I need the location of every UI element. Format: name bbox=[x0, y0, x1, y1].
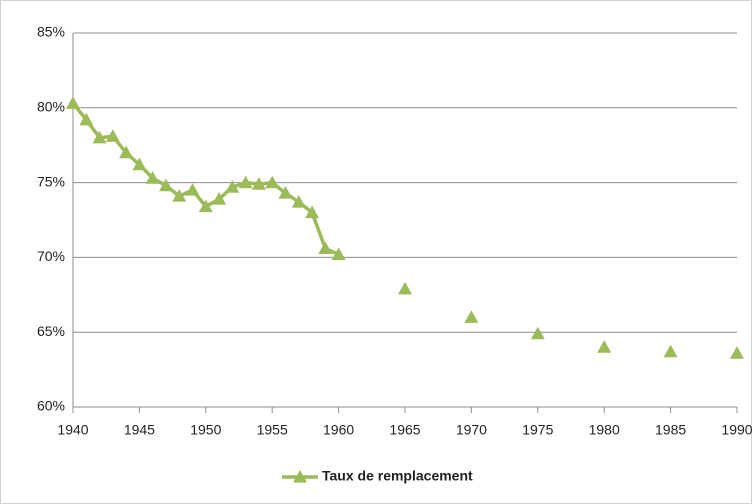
x-tick-label: 1940 bbox=[57, 422, 88, 438]
y-tick-label: 65% bbox=[37, 323, 65, 339]
y-tick-label: 80% bbox=[37, 99, 65, 115]
x-tick-label: 1950 bbox=[190, 422, 221, 438]
marker bbox=[730, 346, 744, 359]
marker bbox=[145, 171, 160, 184]
marker bbox=[198, 199, 213, 213]
marker bbox=[398, 281, 412, 295]
legend-label: Taux de remplacement bbox=[322, 468, 473, 484]
x-tick-label: 1990 bbox=[721, 422, 752, 438]
x-tick-label: 1955 bbox=[257, 422, 288, 438]
marker bbox=[238, 175, 253, 189]
marker bbox=[331, 247, 346, 261]
x-tick-label: 1985 bbox=[655, 422, 686, 438]
marker bbox=[212, 192, 227, 205]
marker bbox=[132, 157, 147, 171]
marker bbox=[66, 96, 80, 109]
marker bbox=[265, 175, 280, 189]
marker bbox=[105, 129, 120, 142]
marker bbox=[251, 177, 266, 190]
marker bbox=[158, 178, 173, 192]
marker bbox=[291, 195, 306, 208]
marker bbox=[464, 310, 479, 323]
marker bbox=[225, 180, 240, 193]
marker bbox=[92, 130, 107, 144]
marker bbox=[278, 186, 293, 199]
legend-marker bbox=[293, 470, 307, 483]
x-tick-label: 1945 bbox=[124, 422, 155, 438]
marker bbox=[597, 340, 612, 353]
x-tick-label: 1975 bbox=[522, 422, 553, 438]
marker bbox=[185, 183, 200, 196]
marker bbox=[172, 189, 187, 202]
marker bbox=[318, 241, 333, 255]
y-tick-label: 60% bbox=[37, 398, 65, 414]
y-tick-label: 70% bbox=[37, 248, 65, 264]
x-tick-label: 1960 bbox=[323, 422, 354, 438]
x-tick-label: 1980 bbox=[589, 422, 620, 438]
marker bbox=[305, 205, 320, 219]
marker bbox=[530, 326, 545, 340]
y-tick-label: 75% bbox=[37, 173, 65, 189]
x-tick-label: 1965 bbox=[389, 422, 420, 438]
x-tick-label: 1970 bbox=[456, 422, 487, 438]
marker bbox=[79, 112, 94, 126]
marker bbox=[663, 344, 678, 358]
y-tick-label: 85% bbox=[37, 24, 65, 40]
marker bbox=[119, 145, 134, 159]
